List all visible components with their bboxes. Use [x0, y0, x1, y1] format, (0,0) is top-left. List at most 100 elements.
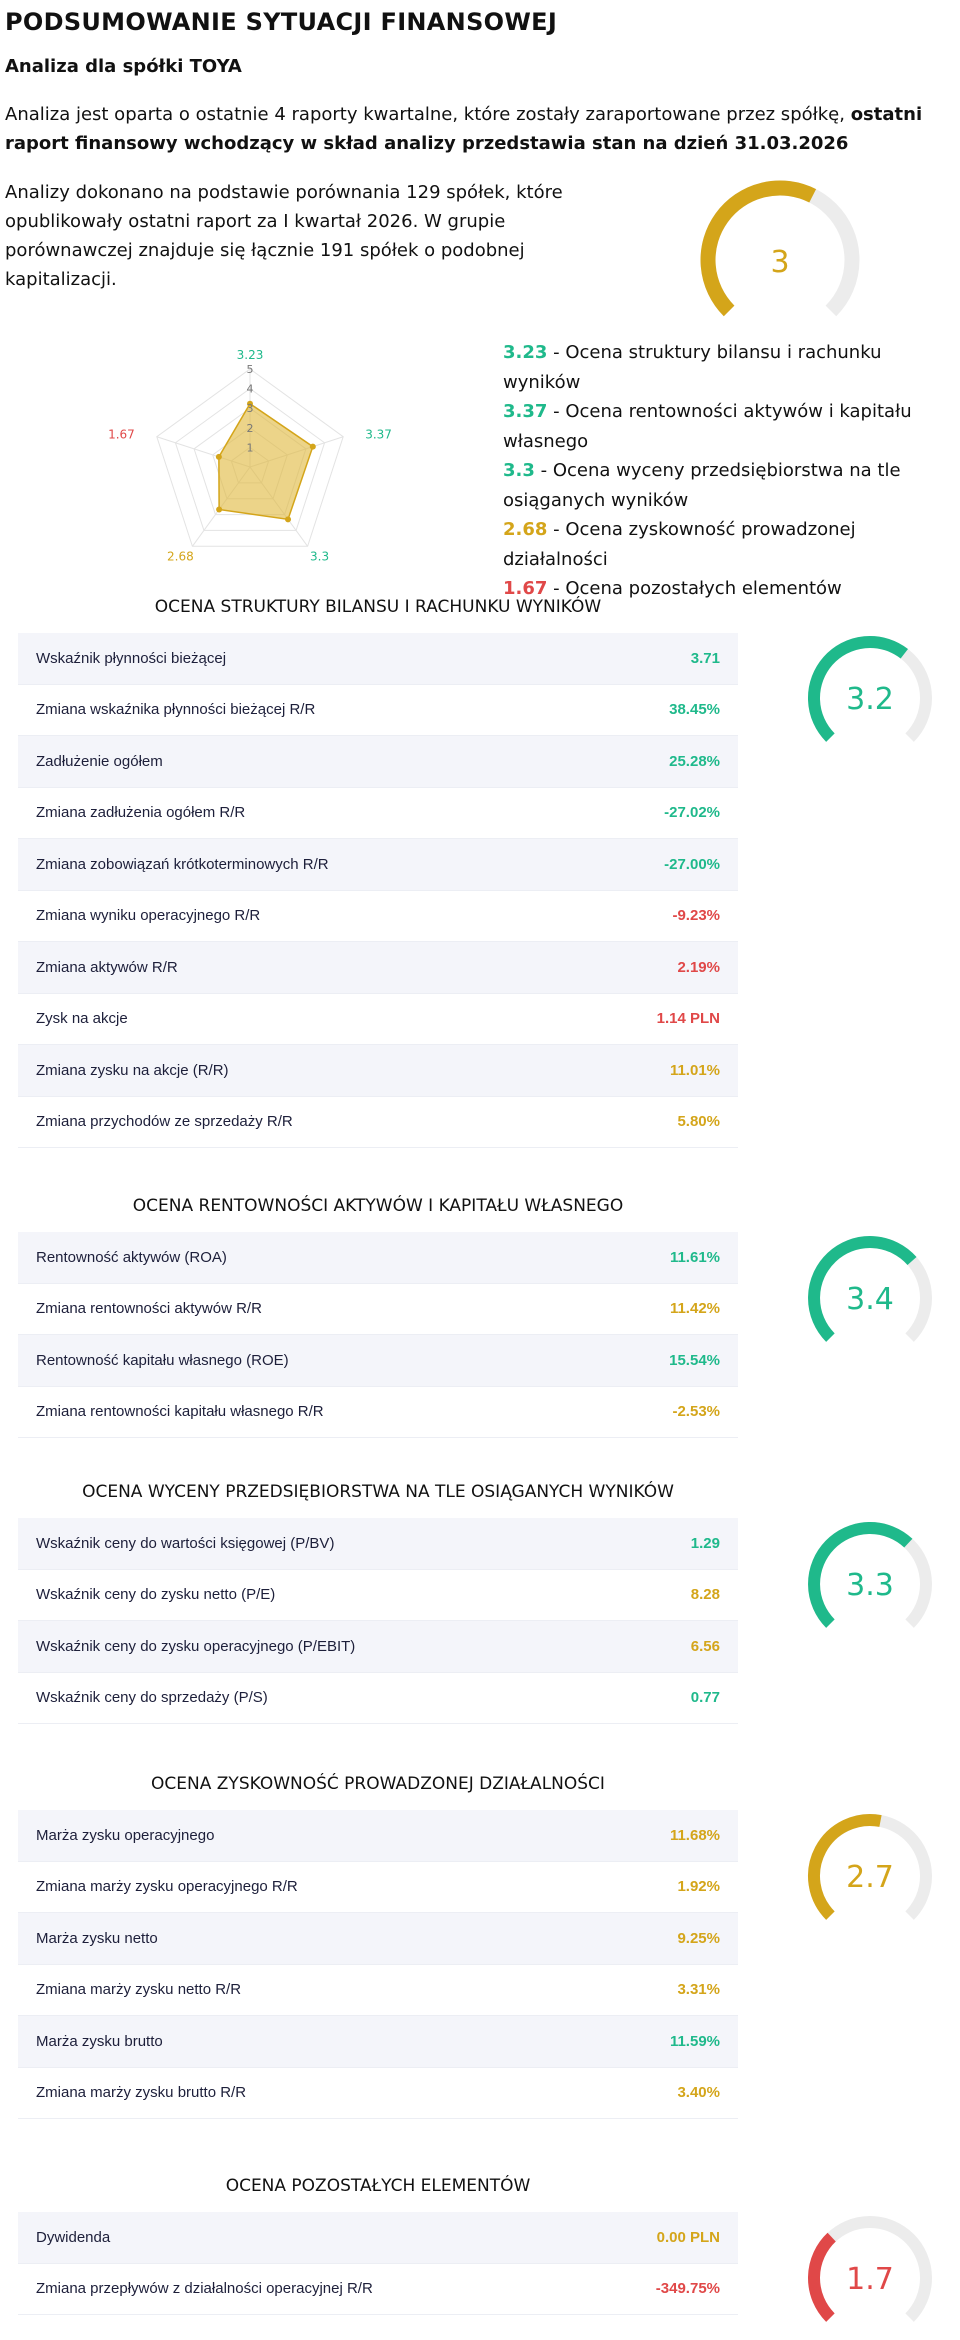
radar-tick-label: 4: [247, 383, 254, 396]
legend-text: - Ocena struktury bilansu i rachunku wyn…: [503, 342, 882, 393]
metric-value: -2.53%: [672, 1403, 720, 1421]
legend-item: 2.68 - Ocena zyskowność prowadzonej dzia…: [503, 515, 953, 574]
table-row: Rentowność kapitału własnego (ROE) 15.54%: [18, 1335, 738, 1387]
metric-label: Marża zysku operacyjnego: [36, 1826, 215, 1844]
metrics-table: Dywidenda 0.00 PLN Zmiana przepływów z dzi…: [18, 2212, 738, 2315]
gauge-fill: [808, 2232, 836, 2322]
table-row: Wskaźnik ceny do zysku netto (P/E) 8.28: [18, 1570, 738, 1621]
metric-label: Zmiana wskaźnika płynności bieżącej R/R: [36, 701, 316, 719]
metrics-table: Rentowność aktywów (ROA) 11.61% Zmiana ren…: [18, 1232, 738, 1438]
radar-point: [285, 516, 292, 523]
intro-paragraph: Analiza jest oparta o ostatnie 4 raporty…: [5, 104, 923, 154]
gauge-fill: [808, 1236, 917, 1342]
table-row: Zmiana przychodów ze sprzedaży R/R 5.80%: [18, 1097, 738, 1148]
metric-value: 11.42%: [669, 1300, 720, 1318]
gauge-score-value: 3.4: [846, 1282, 894, 1317]
metrics-table: Wskaźnik płynności bieżącej 3.71 Zmiana ws…: [18, 633, 738, 1148]
score-legend: 3.23 - Ocena struktury bilansu i rachunk…: [503, 338, 953, 604]
metric-value: 6.56: [690, 1637, 720, 1655]
section-title: OCENA POZOSTAŁYCH ELEMENTÓW: [225, 2176, 531, 2196]
table-row: Marża zysku netto 9.25%: [18, 1913, 738, 1965]
section-title: OCENA ZYSKOWNOŚĆ PROWADZONEJ DZIAŁALNOŚC…: [151, 1774, 605, 1794]
radar-grid-ring: [156, 368, 344, 547]
radar-tick-label: 3: [247, 402, 254, 415]
metric-label: Zmiana rentowności kapitału własnego R/R: [36, 1403, 324, 1421]
legend-item: 3.23 - Ocena struktury bilansu i rachunk…: [503, 338, 953, 397]
metric-label: Zmiana przychodów ze sprzedaży R/R: [36, 1113, 293, 1131]
section-title: OCENA WYCENY PRZEDSIĘBIORSTWA NA TLE OSI…: [82, 1482, 674, 1502]
metric-value: 5.80%: [677, 1113, 720, 1131]
table-row: Zysk na akcje 1.14 PLN: [18, 994, 738, 1045]
metric-value: 2.19%: [677, 958, 720, 976]
legend-score: 1.67: [503, 578, 548, 599]
metric-value: -27.00%: [664, 855, 720, 873]
table-row: Zmiana zadłużenia ogółem R/R -27.02%: [18, 788, 738, 839]
metric-value: 11.59%: [669, 2032, 720, 2050]
gauge-score-value: 3.2: [846, 682, 894, 717]
metric-label: Zysk na akcje: [36, 1010, 128, 1028]
metric-label: Zmiana rentowności aktywów R/R: [36, 1300, 262, 1318]
table-row: Zmiana marży zysku netto R/R 3.31%: [18, 1965, 738, 2016]
metric-label: Zmiana zobowiązań krótkoterminowych R/R: [36, 855, 329, 873]
radar-chart: 1 2 3 4 53.23 3.37 3.3 2.68 1.67: [108, 348, 392, 563]
metric-value: 11.61%: [669, 1248, 720, 1266]
metric-label: Zmiana przepływów z działalności operacy…: [36, 2280, 373, 2298]
radar-point: [216, 506, 223, 513]
metric-value: 3.71: [690, 649, 720, 667]
metrics-table: Wskaźnik ceny do wartości księgowej (P/B…: [18, 1518, 738, 1724]
legend-item: 1.67 - Ocena pozostałych elementów: [503, 574, 953, 604]
table-row: Wskaźnik ceny do zysku operacyjnego (P/E…: [18, 1621, 738, 1673]
table-row: Zmiana wyniku operacyjnego R/R -9.23%: [18, 891, 738, 942]
table-row: Zmiana aktywów R/R 2.19%: [18, 942, 738, 994]
metric-value: -27.02%: [664, 804, 720, 822]
radar-tick-label: 2: [247, 422, 254, 435]
metric-label: Wskaźnik ceny do wartości księgowej (P/B…: [36, 1534, 335, 1552]
metric-label: Rentowność kapitału własnego (ROE): [36, 1351, 289, 1369]
metric-value: 1.92%: [677, 1878, 720, 1896]
metric-label: Zmiana zysku na akcje (R/R): [36, 1061, 229, 1079]
metric-value: -349.75%: [655, 2280, 720, 2298]
radar-axis-value: 2.68: [167, 549, 194, 563]
radar-tick-label: 1: [247, 441, 254, 454]
metric-value: 1.14 PLN: [656, 1010, 720, 1028]
metric-value: 11.01%: [669, 1061, 720, 1079]
metric-label: Zmiana marży zysku brutto R/R: [36, 2084, 247, 2102]
radar-axis-value: 3.3: [310, 549, 329, 563]
metric-value: 3.31%: [677, 1981, 720, 1999]
legend-item: 3.3 - Ocena wyceny przedsiębiorstwa na t…: [503, 456, 953, 515]
metric-value: 38.45%: [669, 701, 720, 719]
radar-point: [215, 453, 222, 460]
radar-point: [309, 443, 316, 450]
legend-item: 3.37 - Ocena rentowności aktywów i kapit…: [503, 397, 953, 456]
legend-text: - Ocena zyskowność prowadzonej działalno…: [503, 519, 856, 570]
metric-value: 3.40%: [677, 2084, 720, 2102]
metric-value: -9.23%: [672, 907, 720, 925]
legend-text: - Ocena wyceny przedsiębiorstwa na tle o…: [503, 460, 901, 511]
table-row: Marża zysku operacyjnego 11.68%: [18, 1810, 738, 1862]
metric-label: Zmiana aktywów R/R: [36, 958, 178, 976]
table-row: Zmiana wskaźnika płynności bieżącej R/R 3…: [18, 685, 738, 736]
legend-text: - Ocena pozostałych elementów: [547, 578, 842, 599]
metric-label: Zmiana wyniku operacyjnego R/R: [36, 907, 261, 925]
table-row: Zmiana marży zysku brutto R/R 3.40%: [18, 2068, 738, 2119]
table-row: Zmiana marży zysku operacyjnego R/R 1.92%: [18, 1862, 738, 1913]
radar-point: [247, 400, 253, 407]
gauge-score-value: 3.3: [846, 1568, 894, 1603]
table-row: Rentowność aktywów (ROA) 11.61%: [18, 1232, 738, 1284]
metric-label: Wskaźnik ceny do zysku netto (P/E): [36, 1586, 276, 1604]
page-title: PODSUMOWANIE SYTUACJI FINANSOWEJ: [5, 8, 558, 36]
metric-label: Wskaźnik ceny do sprzedaży (P/S): [36, 1689, 268, 1707]
table-row: Zmiana rentowności kapitału własnego R/R…: [18, 1387, 738, 1438]
table-row: Zmiana przepływów z działalności operacy…: [18, 2264, 738, 2315]
section-score-gauge: 3.3: [808, 1522, 932, 1628]
table-row: Wskaźnik płynności bieżącej 3.71: [18, 633, 738, 685]
gauge-fill: [808, 1814, 882, 1920]
radar-grid-ring: [174, 387, 326, 531]
radar-tick-label: 5: [247, 363, 254, 376]
radar-axis-value: 3.23: [237, 348, 264, 362]
metric-value: 8.28: [690, 1586, 720, 1604]
table-row: Wskaźnik ceny do wartości księgowej (P/B…: [18, 1518, 738, 1570]
metric-value: 0.00 PLN: [656, 2228, 720, 2246]
metric-value: 25.28%: [669, 752, 720, 770]
gauge-score-value: 2.7: [846, 1860, 894, 1895]
